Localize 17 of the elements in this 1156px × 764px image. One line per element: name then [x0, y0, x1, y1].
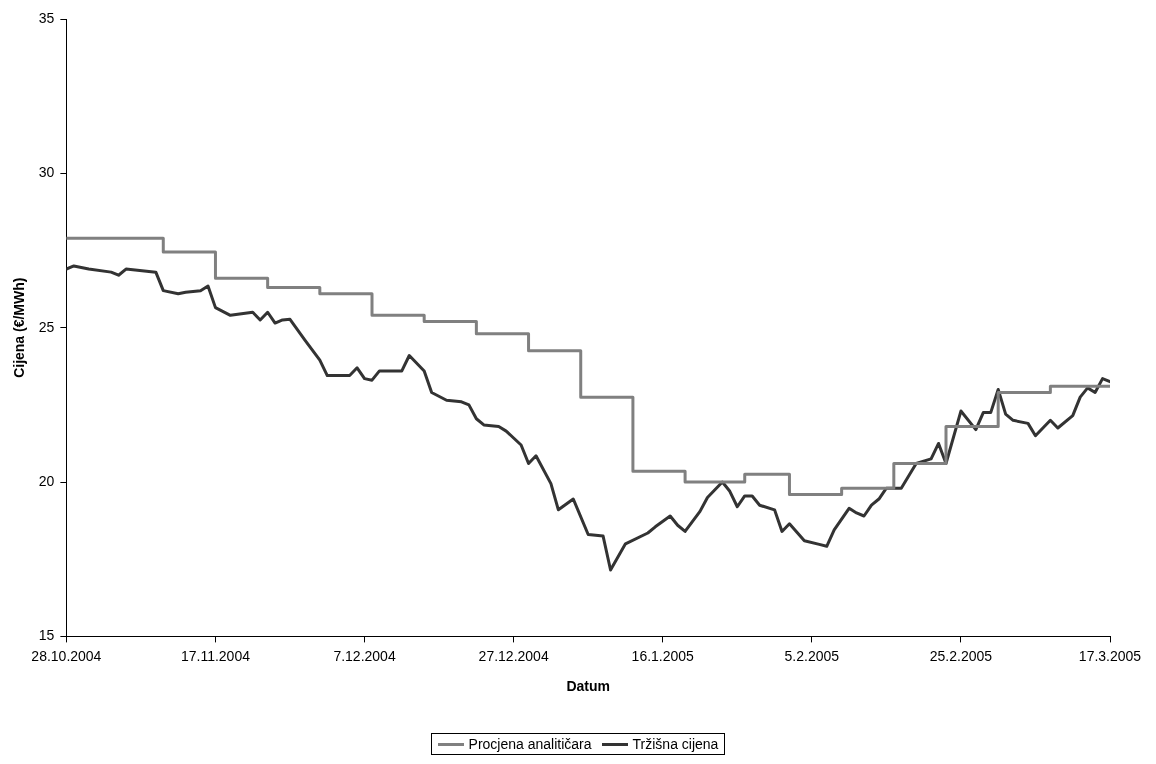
x-tick-label: 7.12.2004: [333, 647, 396, 664]
x-tick-label: 25.2.2005: [929, 647, 993, 664]
x-tick-label: 17.3.2005: [1078, 647, 1142, 664]
x-tick-label: 28.10.2004: [31, 647, 102, 664]
y-tick-label: 30: [38, 164, 55, 181]
y-tick-label: 35: [38, 9, 55, 26]
x-axis-title: Datum: [566, 678, 610, 695]
y-tick-label: 15: [38, 627, 55, 644]
legend-label: Tržišna cijena: [632, 736, 719, 752]
y-tick-label: 20: [38, 472, 55, 489]
x-tick-label: 17.11.2004: [180, 647, 251, 664]
x-tick-label: 5.2.2005: [784, 647, 840, 664]
legend-label: Procjena analitičara: [468, 736, 592, 752]
y-axis-title: Cijena (€/MWh): [11, 277, 28, 378]
x-tick-label: 16.1.2005: [631, 647, 695, 664]
y-tick-label: 25: [38, 318, 55, 335]
x-tick-label: 27.12.2004: [478, 647, 549, 664]
